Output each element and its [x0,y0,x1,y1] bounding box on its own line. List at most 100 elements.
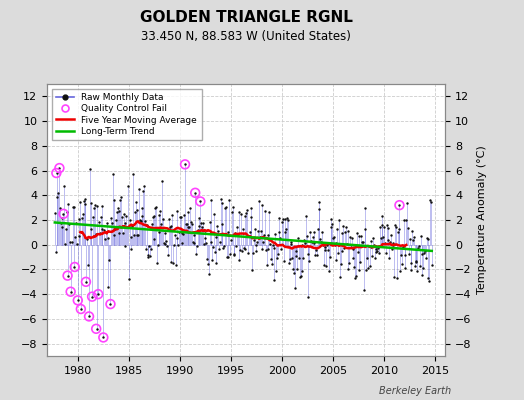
Point [246,214,255,220]
Point [305,258,313,264]
Point [171,262,180,268]
Point [404,225,412,232]
Point [125,276,133,282]
Point [99,226,107,232]
Point [208,256,216,263]
Point [219,221,227,227]
Point [69,204,78,210]
Point [128,223,136,229]
Point [189,240,198,247]
Point [275,214,283,221]
Point [66,238,74,245]
Point [271,231,279,238]
Point [245,228,254,235]
Point [126,217,134,224]
Point [426,196,434,203]
Point [174,241,182,248]
Point [337,248,346,254]
Point [217,199,226,206]
Point [86,200,95,206]
Point [89,214,97,220]
Point [123,223,132,230]
Point [352,273,360,280]
Point [277,246,286,253]
Point [422,254,430,261]
Point [241,246,249,252]
Point [390,274,399,280]
Point [378,213,387,219]
Point [88,294,96,300]
Point [348,255,357,262]
Point [341,229,349,235]
Point [245,232,253,239]
Point [380,224,388,230]
Point [227,209,236,215]
Point [391,222,399,228]
Point [97,203,106,209]
Point [418,251,426,257]
Point [309,234,317,240]
Point [388,243,397,250]
Point [140,182,148,189]
Point [67,288,75,295]
Point [370,242,378,248]
Point [300,237,308,244]
Point [211,249,219,256]
Point [113,209,121,216]
Point [73,297,82,304]
Point [107,220,116,226]
Point [223,254,231,260]
Point [179,231,188,237]
Point [345,260,353,266]
Point [155,212,163,219]
Point [114,205,122,211]
Point [351,275,359,281]
Point [256,234,264,240]
Point [163,242,171,249]
Point [134,232,143,238]
Point [230,251,238,258]
Point [361,205,369,212]
Point [259,239,267,246]
Point [173,235,181,241]
Point [65,221,73,227]
Point [201,235,210,241]
Point [400,264,409,271]
Point [407,267,416,273]
Point [94,291,102,297]
Point [92,326,101,332]
Point [156,208,165,214]
Point [377,235,385,241]
Point [200,230,209,236]
Point [129,170,137,177]
Point [411,258,420,264]
Point [63,272,72,279]
Point [99,334,107,341]
Point [340,244,348,251]
Point [315,198,324,205]
Point [302,213,310,220]
Point [279,216,287,222]
Point [367,238,376,244]
Point [122,212,130,219]
Point [265,209,274,215]
Point [381,250,390,256]
Point [421,248,429,254]
Point [70,264,79,270]
Point [302,233,311,239]
Point [187,219,195,226]
Point [322,262,331,269]
Point [80,198,88,204]
Point [350,246,358,252]
Point [428,262,436,268]
Point [220,243,228,250]
Point [247,204,256,211]
Point [250,237,258,243]
Y-axis label: Temperature Anomaly (°C): Temperature Anomaly (°C) [477,146,487,294]
Point [191,190,200,196]
Point [423,236,432,242]
Point [209,244,217,250]
Point [396,268,405,274]
Point [190,232,199,239]
Point [362,267,370,273]
